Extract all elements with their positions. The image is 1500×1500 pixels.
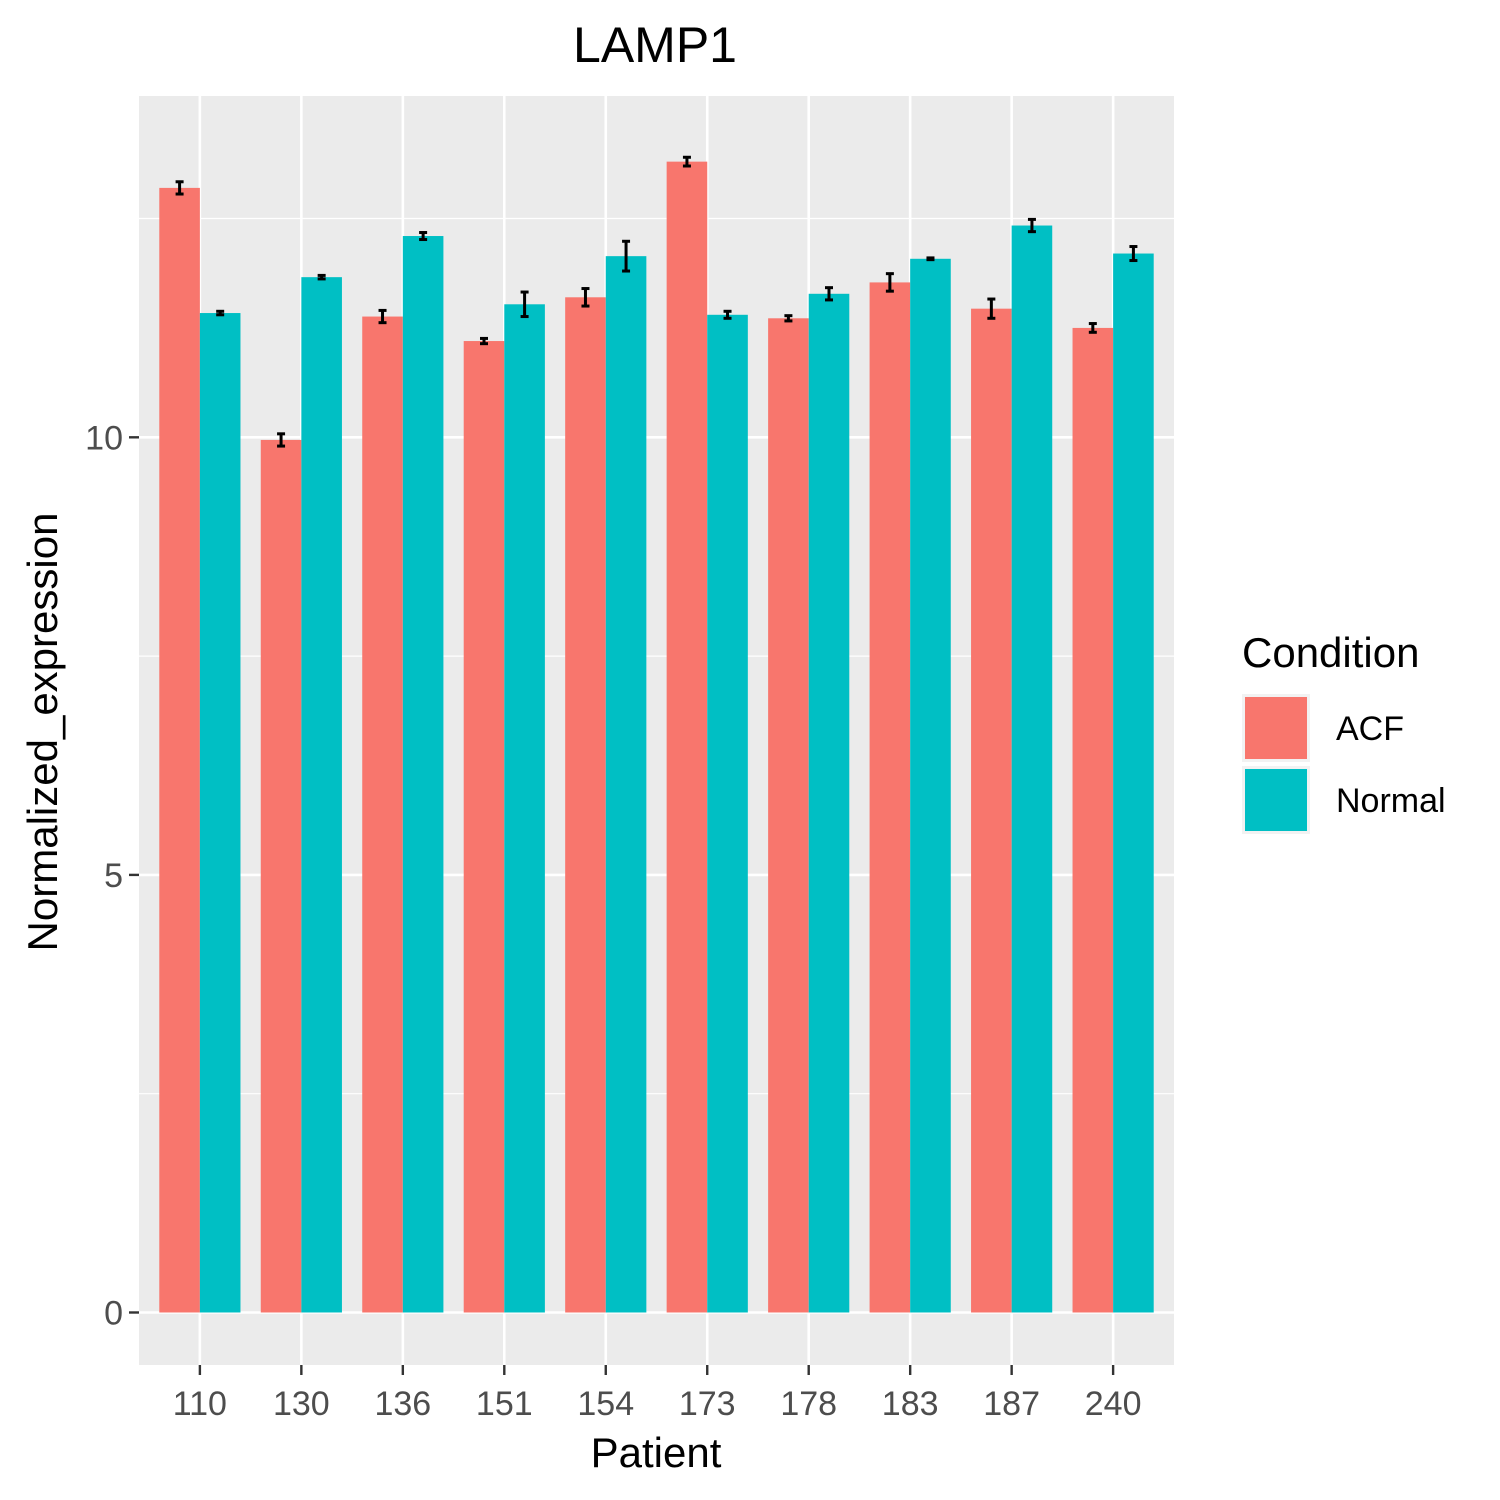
bar-acf-183 <box>869 282 911 1313</box>
x-tick-label: 187 <box>983 1385 1040 1423</box>
error-bar-acf-130 <box>277 432 286 448</box>
bar-acf-178 <box>768 318 809 1313</box>
x-tick-label: 151 <box>476 1385 533 1423</box>
bar-normal-178 <box>808 293 850 1313</box>
bar-normal-130 <box>301 277 342 1313</box>
legend-label: Normal <box>1336 782 1446 820</box>
y-tick-label: 10 <box>85 419 123 457</box>
x-tick-label: 183 <box>882 1385 939 1423</box>
error-bar-normal-178 <box>825 286 833 302</box>
legend-title: Condition <box>1242 629 1419 676</box>
legend-key-swatch <box>1245 697 1307 759</box>
x-axis-title: Patient <box>591 1429 722 1476</box>
bar-acf-151 <box>463 341 505 1313</box>
y-tick-label: 0 <box>104 1294 123 1332</box>
error-bar-acf-240 <box>1088 322 1097 334</box>
legend-item-acf: ACF <box>1242 694 1404 762</box>
bar-normal-240 <box>1113 253 1154 1313</box>
error-bar-normal-183 <box>926 256 935 262</box>
legend-key-swatch <box>1245 769 1307 831</box>
bar-acf-136 <box>362 316 403 1313</box>
bar-normal-173 <box>707 314 748 1313</box>
chart-title: LAMP1 <box>573 17 737 73</box>
x-tick-label: 154 <box>577 1385 634 1423</box>
x-tick-label: 130 <box>273 1385 330 1423</box>
error-bar-normal-240 <box>1129 245 1138 263</box>
error-bar-acf-151 <box>480 336 488 346</box>
bar-normal-183 <box>910 258 951 1313</box>
bar-acf-173 <box>666 161 708 1313</box>
legend-item-normal: Normal <box>1242 766 1446 834</box>
bar-normal-136 <box>402 236 444 1313</box>
bars <box>159 161 1154 1313</box>
x-axis: 110 130 136 151 154 173 178 183 187 240 <box>173 1365 1142 1423</box>
error-bar-acf-110 <box>175 180 184 196</box>
bar-normal-187 <box>1011 225 1053 1313</box>
error-bar-acf-154 <box>581 287 590 308</box>
error-bar-normal-173 <box>723 309 732 320</box>
bar-normal-151 <box>504 304 545 1313</box>
error-bar-acf-136 <box>378 308 387 325</box>
x-tick-label: 240 <box>1085 1385 1142 1423</box>
y-tick-label: 5 <box>104 857 123 895</box>
error-bar-normal-110 <box>216 309 225 317</box>
error-bar-acf-178 <box>784 314 793 323</box>
y-axis: 0 5 10 <box>85 419 139 1332</box>
bar-acf-240 <box>1072 327 1114 1313</box>
bar-acf-154 <box>565 297 606 1313</box>
x-tick-label: 136 <box>374 1385 431 1423</box>
bar-normal-154 <box>605 256 647 1313</box>
bar-acf-130 <box>260 439 302 1313</box>
bar-acf-187 <box>971 308 1012 1313</box>
error-bars <box>175 155 1138 448</box>
error-bar-acf-183 <box>885 272 894 293</box>
legend: Condition ACF Normal <box>1242 629 1446 834</box>
bar-acf-110 <box>159 187 200 1313</box>
x-tick-label: 110 <box>173 1385 227 1423</box>
x-tick-label: 178 <box>780 1385 837 1423</box>
error-bar-normal-151 <box>520 290 529 319</box>
error-bar-normal-130 <box>317 273 326 281</box>
error-bar-normal-187 <box>1027 217 1036 234</box>
error-bar-normal-154 <box>622 239 631 273</box>
error-bar-normal-136 <box>419 231 428 242</box>
bar-normal-110 <box>199 313 241 1313</box>
y-axis-title: Normalized_expression <box>19 513 66 952</box>
error-bar-acf-173 <box>682 155 691 168</box>
legend-label: ACF <box>1336 710 1404 748</box>
x-tick-label: 173 <box>679 1385 736 1423</box>
error-bar-acf-187 <box>987 297 996 320</box>
